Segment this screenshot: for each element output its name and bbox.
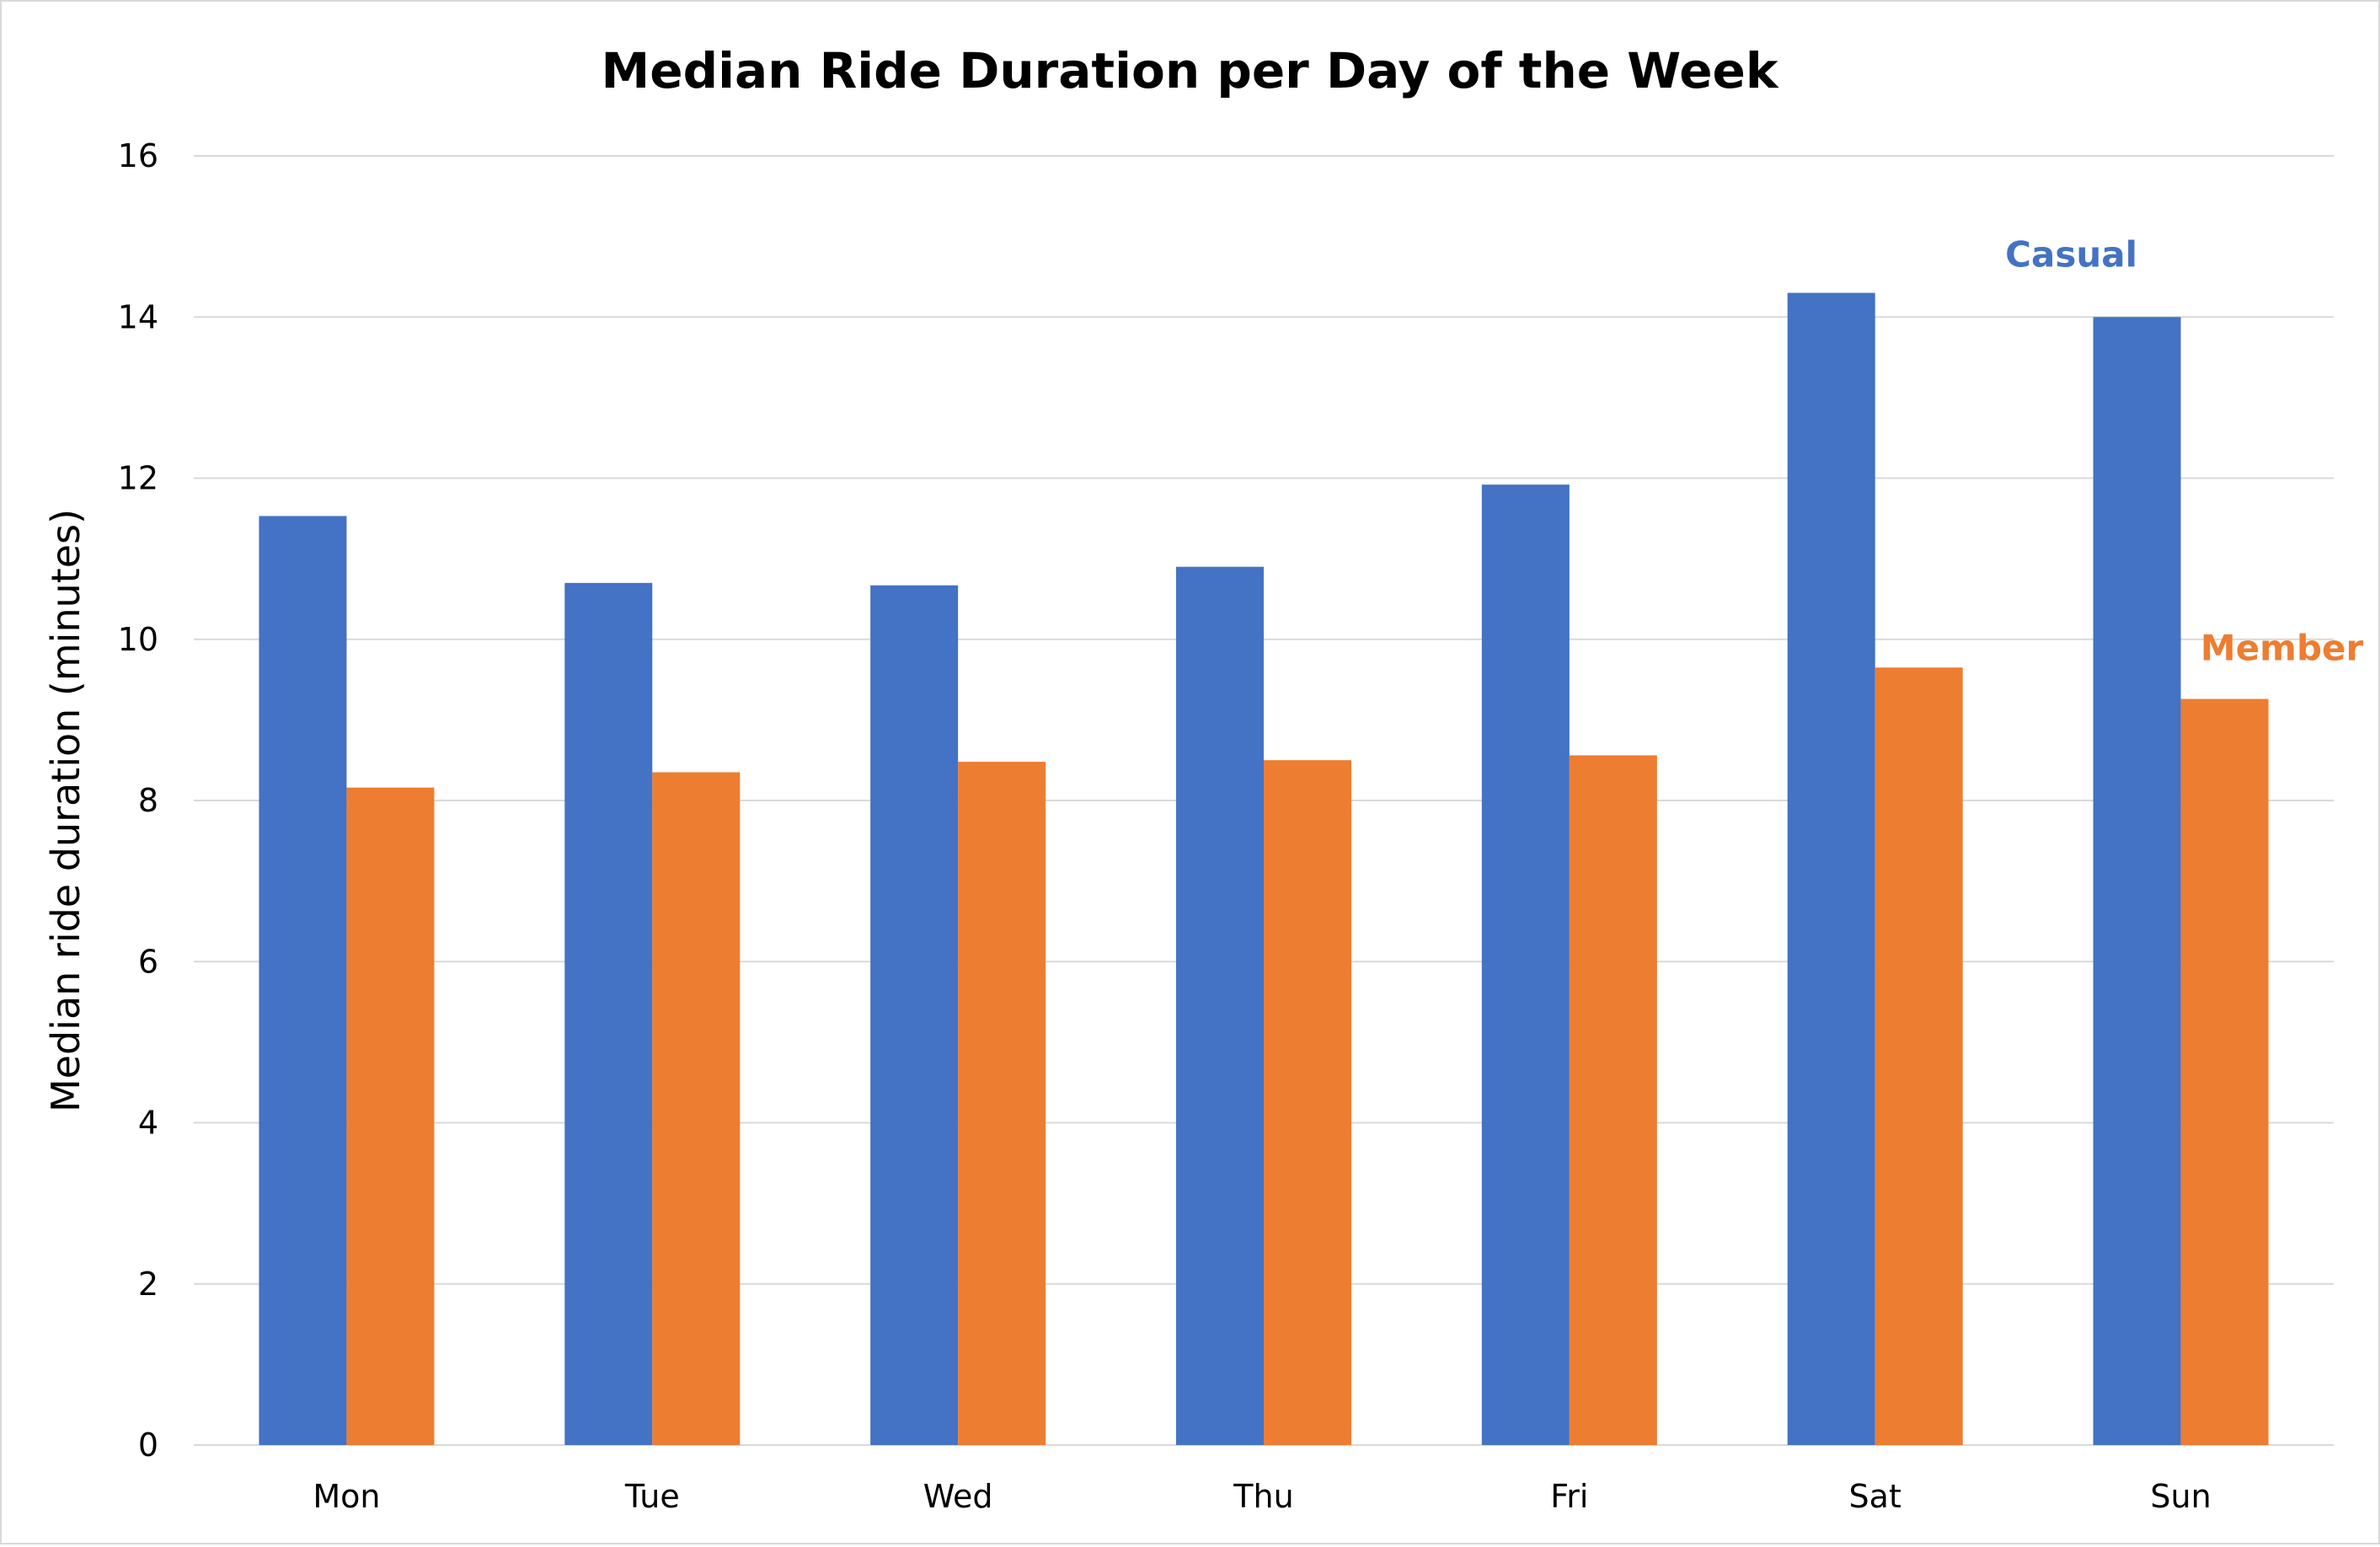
series-label-casual: Casual — [2005, 233, 2137, 275]
bars — [259, 292, 2269, 1445]
x-tick-label: Fri — [1550, 1478, 1588, 1515]
x-tick-label: Tue — [624, 1478, 680, 1515]
y-tick-label: 16 — [118, 137, 158, 174]
bar-casual-thu — [1176, 566, 1264, 1445]
y-tick-label: 8 — [138, 782, 158, 819]
bar-casual-mon — [259, 516, 347, 1445]
x-tick-label: Sun — [2150, 1478, 2211, 1515]
y-axis-ticks: 0 2 4 6 8 10 12 14 16 — [118, 137, 158, 1464]
bar-casual-sun — [2093, 317, 2181, 1445]
bar-casual-tue — [564, 582, 653, 1445]
bar-member-fri — [1569, 755, 1657, 1445]
bar-casual-fri — [1481, 484, 1570, 1445]
series-labels: Casual Member — [2005, 233, 2363, 668]
bar-member-sat — [1875, 667, 1963, 1445]
y-tick-label: 10 — [118, 621, 158, 658]
series-label-member: Member — [2201, 628, 2364, 669]
bar-member-mon — [346, 787, 435, 1445]
y-tick-label: 14 — [118, 298, 158, 335]
x-tick-label: Mon — [313, 1478, 380, 1515]
bar-member-wed — [958, 762, 1046, 1445]
y-tick-label: 6 — [138, 943, 158, 980]
bar-member-sun — [2180, 699, 2269, 1445]
bar-casual-wed — [870, 585, 959, 1445]
x-axis-ticks: Mon Tue Wed Thu Fri Sat Sun — [313, 1478, 2211, 1515]
bar-casual-sat — [1787, 292, 1875, 1445]
y-tick-label: 12 — [118, 460, 158, 497]
y-tick-label: 4 — [138, 1105, 158, 1142]
x-tick-label: Thu — [1233, 1478, 1293, 1515]
x-tick-label: Wed — [923, 1478, 993, 1515]
bar-member-tue — [652, 772, 741, 1445]
chart-title: Median Ride Duration per Day of the Week — [602, 42, 1779, 99]
x-tick-label: Sat — [1849, 1478, 1901, 1515]
y-tick-label: 2 — [138, 1266, 158, 1303]
y-axis-title: Median ride duration (minutes) — [43, 509, 88, 1112]
bar-member-thu — [1264, 760, 1351, 1445]
y-tick-label: 0 — [138, 1427, 158, 1464]
